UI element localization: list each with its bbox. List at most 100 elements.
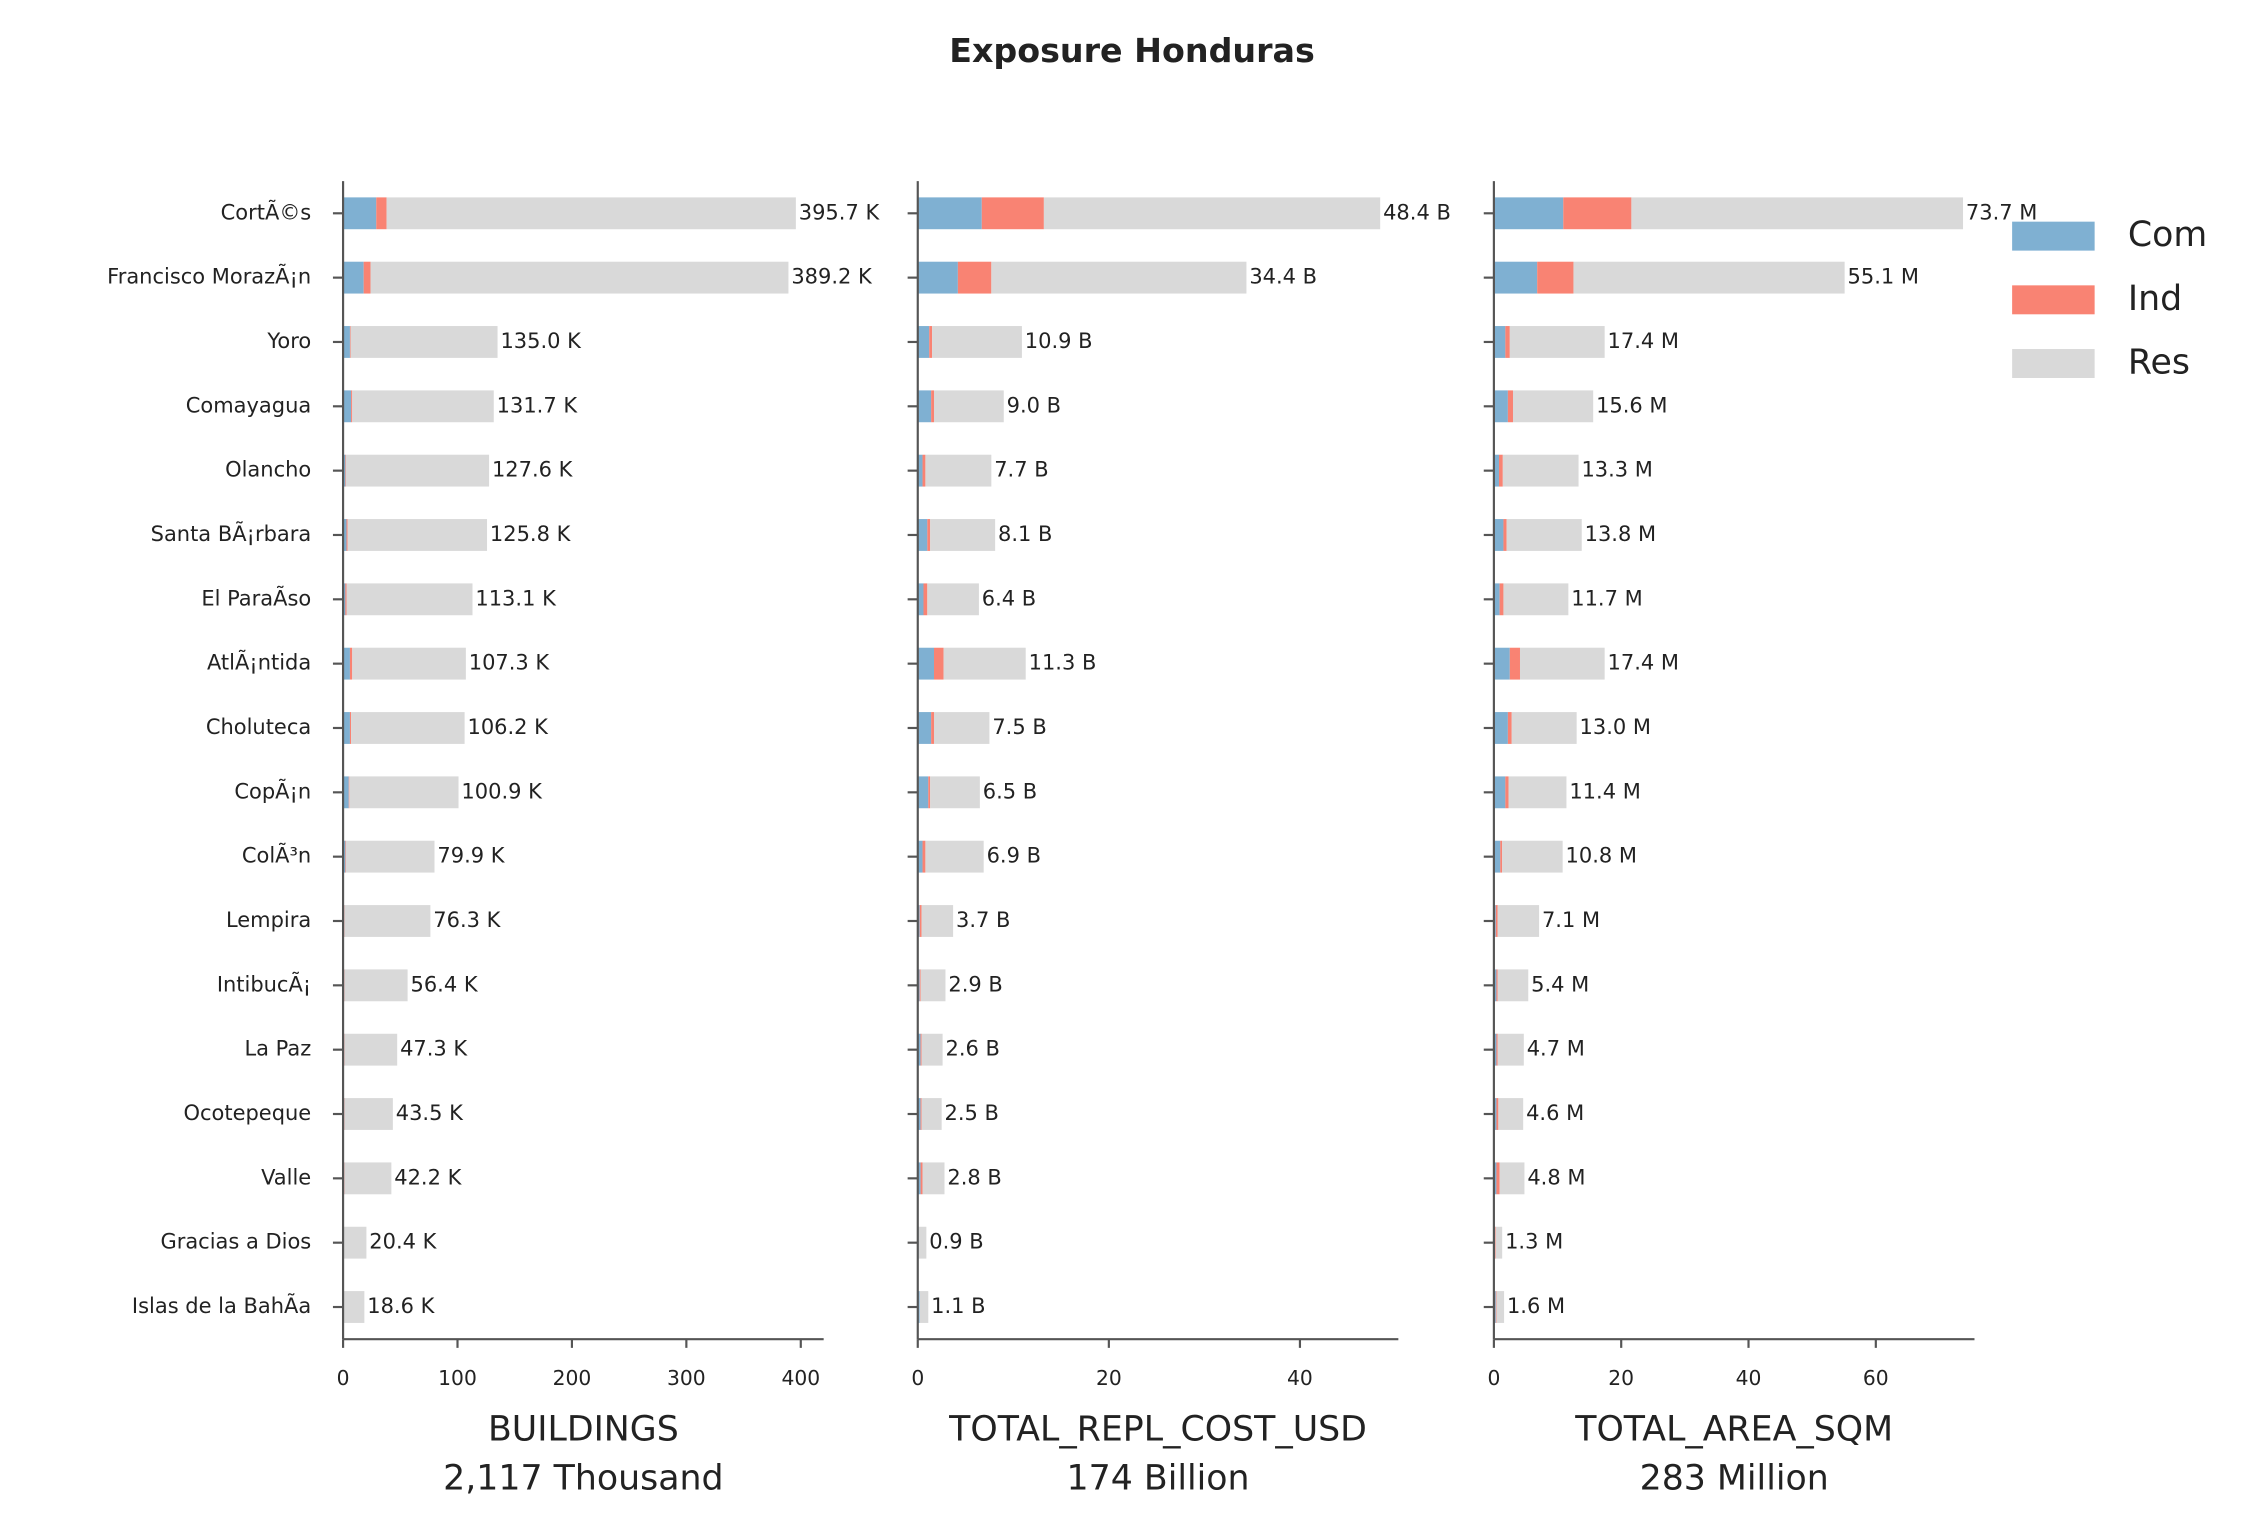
bar-segment — [1496, 1098, 1499, 1130]
value-label: 13.3 M — [1581, 458, 1652, 482]
bar-segment — [386, 197, 796, 230]
bar-segment — [1508, 776, 1567, 809]
bar-segment — [345, 454, 346, 487]
bar-segment — [919, 905, 922, 937]
bar-segment — [1493, 840, 1501, 873]
bar-segment — [1496, 1291, 1505, 1323]
bar-segment — [934, 647, 944, 680]
value-label: 17.4 M — [1608, 651, 1679, 675]
x-axis-label: 2,117 Thousand — [443, 1459, 723, 1499]
x-tick-label: 300 — [667, 1366, 706, 1390]
value-label: 6.9 B — [987, 844, 1041, 868]
value-label: 4.8 M — [1527, 1165, 1585, 1189]
value-label: 11.3 B — [1029, 651, 1097, 675]
bar-segment — [1493, 1033, 1497, 1066]
bar-segment — [930, 519, 996, 551]
bar-segment — [919, 969, 921, 1002]
value-label: 15.6 M — [1596, 393, 1667, 417]
value-label: 9.0 B — [1007, 393, 1061, 417]
bar-segment — [350, 326, 498, 358]
bar-segment — [346, 583, 473, 616]
bar-segment — [1505, 776, 1509, 809]
x-tick-label: 200 — [553, 1366, 592, 1390]
value-label: 47.3 K — [400, 1037, 468, 1061]
y-tick-label: Ocotepeque — [184, 1101, 312, 1125]
x-tick-label: 100 — [438, 1366, 477, 1390]
bar-segment — [917, 519, 928, 551]
x-axis-label: TOTAL_AREA_SQM — [1574, 1409, 1893, 1449]
bar-segment — [934, 390, 1004, 423]
bar-segment — [919, 1291, 929, 1323]
bar-segment — [1493, 519, 1504, 551]
legend-swatch — [2012, 285, 2095, 315]
value-label: 8.1 B — [998, 522, 1052, 546]
x-axis-label: TOTAL_REPL_COST_USD — [948, 1409, 1367, 1449]
value-label: 1.1 B — [931, 1294, 985, 1318]
value-label: 4.6 M — [1526, 1101, 1584, 1125]
bar-segment — [981, 197, 1044, 230]
value-label: 127.6 K — [492, 458, 574, 482]
bar-segment — [920, 1162, 923, 1195]
bar-segment — [344, 1098, 393, 1130]
bar-segment — [917, 840, 923, 873]
bar-segment — [930, 776, 980, 809]
bar-segment — [920, 1098, 922, 1130]
bar-segment — [344, 905, 431, 937]
x-tick-label: 0 — [911, 1366, 924, 1390]
bar-segment — [343, 712, 350, 744]
value-label: 43.5 K — [396, 1101, 464, 1125]
bar-segment — [343, 326, 350, 358]
bar-segment — [927, 583, 979, 616]
bar-segment — [1506, 519, 1582, 551]
bar-segment — [1493, 1162, 1497, 1195]
x-tick-label: 60 — [1863, 1366, 1889, 1390]
bar-segment — [1493, 969, 1497, 1002]
bar-segment — [1493, 390, 1508, 423]
bar-segment — [1509, 647, 1520, 680]
value-label: 0.9 B — [929, 1230, 983, 1254]
bar-segment — [343, 840, 346, 873]
value-label: 55.1 M — [1848, 265, 1919, 289]
bar-segment — [343, 1291, 365, 1323]
bar-segment — [1499, 583, 1504, 616]
value-label: 1.6 M — [1507, 1294, 1565, 1318]
bar-segment — [1495, 905, 1498, 937]
bar-segment — [925, 454, 992, 487]
value-label: 131.7 K — [497, 393, 579, 417]
value-label: 1.3 M — [1505, 1230, 1563, 1254]
bar-segment — [921, 1098, 942, 1130]
value-label: 3.7 B — [956, 908, 1010, 932]
y-tick-label: Gracias a Dios — [160, 1230, 311, 1254]
y-tick-label: ColÃ³n — [242, 842, 311, 868]
value-label: 20.4 K — [369, 1230, 437, 1254]
value-label: 18.6 K — [367, 1294, 435, 1318]
value-label: 6.4 B — [982, 586, 1036, 610]
legend-swatch — [2012, 349, 2095, 378]
value-label: 34.4 B — [1249, 265, 1317, 289]
value-label: 2.6 B — [945, 1037, 999, 1061]
bar-segment — [343, 197, 377, 230]
y-tick-label: La Paz — [244, 1037, 311, 1061]
y-tick-label: Choluteca — [206, 715, 311, 739]
bar-segment — [920, 969, 946, 1002]
value-label: 125.8 K — [490, 522, 572, 546]
y-tick-label: Valle — [261, 1165, 311, 1189]
bar-segment — [1493, 326, 1506, 358]
bar-segment — [349, 712, 352, 744]
bar-segment — [343, 776, 349, 809]
x-tick-label: 400 — [781, 1366, 820, 1390]
bar-segment — [917, 454, 923, 487]
chart-title: Exposure Honduras — [949, 31, 1315, 70]
bar-segment — [927, 519, 931, 551]
value-label: 4.7 M — [1527, 1037, 1585, 1061]
bar-segment — [1519, 647, 1605, 680]
bar-segment — [1507, 390, 1513, 423]
bar-segment — [920, 1033, 922, 1066]
value-label: 113.1 K — [475, 586, 557, 610]
bar-segment — [344, 1033, 398, 1066]
bar-segment — [1505, 326, 1510, 358]
bar-segment — [1503, 519, 1507, 551]
bar-segment — [1495, 1291, 1497, 1323]
bar-segment — [343, 647, 350, 680]
